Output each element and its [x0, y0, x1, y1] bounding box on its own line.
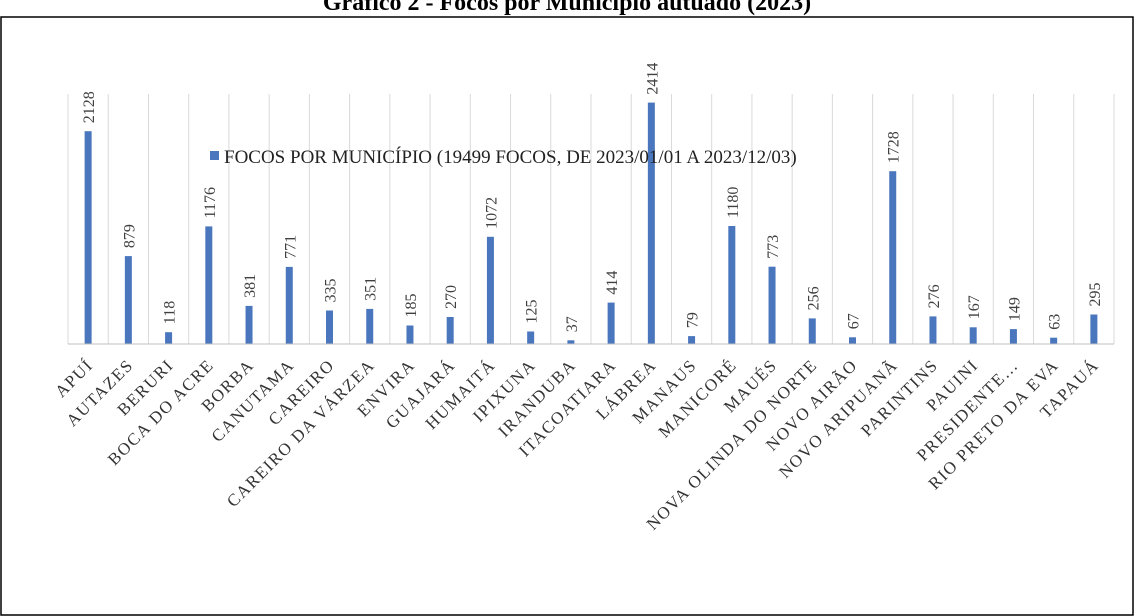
- bar: [567, 340, 575, 344]
- data-labels: 2128 879 118 1176 381 771 335 351 185 270 1072 125 3…: [81, 63, 1104, 333]
- bar: [768, 266, 776, 344]
- data-label: 270: [443, 285, 460, 309]
- bar: [84, 131, 92, 344]
- data-label: 185: [403, 294, 420, 318]
- bar: [285, 266, 293, 344]
- bar: [849, 337, 856, 344]
- data-label: 295: [1087, 283, 1104, 307]
- bar: [527, 331, 535, 344]
- data-label: 1728: [886, 131, 903, 163]
- data-label: 2414: [644, 63, 661, 95]
- legend: FOCOS POR MUNICÍPIO (19499 FOCOS, DE 202…: [210, 146, 797, 168]
- bar: [607, 302, 615, 344]
- data-label: 1176: [202, 187, 219, 218]
- legend-swatch: [210, 151, 219, 160]
- data-label: 149: [1006, 297, 1023, 321]
- bar: [366, 308, 374, 344]
- bar: [486, 236, 494, 344]
- data-label: 67: [846, 313, 863, 329]
- data-label: 1072: [483, 197, 500, 229]
- bar: [406, 325, 414, 344]
- bar: [889, 171, 897, 344]
- data-label: 335: [323, 279, 340, 303]
- chart-border: [0, 16, 1134, 616]
- data-label: 351: [363, 277, 380, 301]
- data-label: 771: [282, 235, 299, 259]
- data-label: 276: [926, 284, 943, 308]
- data-label: 125: [524, 300, 541, 324]
- data-label: 79: [685, 312, 702, 328]
- data-label: 879: [121, 224, 138, 248]
- bar: [969, 327, 977, 344]
- bar: [124, 256, 132, 344]
- bar: [1050, 337, 1058, 344]
- bar: [728, 226, 736, 344]
- data-label: 256: [805, 286, 822, 310]
- data-label: 2128: [81, 91, 98, 123]
- bar: [205, 226, 213, 344]
- data-label: 37: [564, 316, 581, 332]
- data-label: 1180: [725, 187, 742, 218]
- grid-lines: [67, 94, 1115, 344]
- data-label: 167: [966, 295, 983, 319]
- bar: [688, 336, 696, 344]
- data-label: 381: [242, 274, 259, 298]
- data-label: 773: [765, 235, 782, 259]
- bar: [245, 305, 253, 344]
- bars: [84, 102, 1098, 344]
- bar: [326, 310, 333, 344]
- bar: [808, 318, 816, 344]
- data-label: 414: [604, 271, 621, 295]
- data-label: 118: [162, 301, 179, 324]
- page-title: Gráfico 2 - Focos por Município autuado …: [323, 0, 811, 16]
- bar: [1090, 314, 1098, 344]
- bar: [165, 332, 173, 344]
- data-label: 63: [1047, 314, 1064, 330]
- legend-entry-label: FOCOS POR MUNICÍPIO (19499 FOCOS, DE 202…: [224, 146, 797, 168]
- bar: [446, 317, 454, 344]
- bar: [647, 102, 655, 344]
- bar: [929, 316, 937, 344]
- bar: [1009, 329, 1017, 344]
